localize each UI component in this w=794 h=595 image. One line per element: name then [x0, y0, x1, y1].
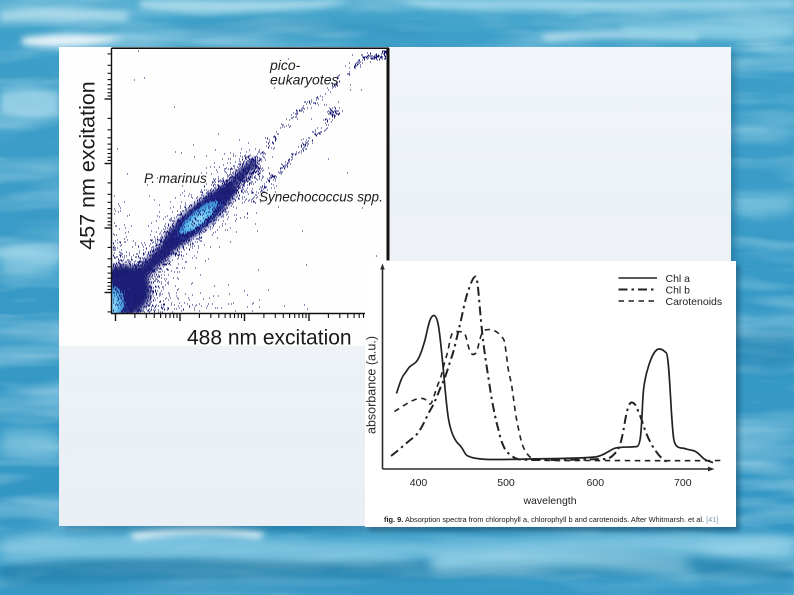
svg-text:488 nm excitation: 488 nm excitation [187, 327, 352, 348]
svg-text:600: 600 [587, 477, 605, 489]
svg-text:absorbance (a.u.): absorbance (a.u.) [365, 336, 379, 434]
svg-text:Chl a: Chl a [666, 273, 691, 285]
svg-text:eukaryotes: eukaryotes [270, 72, 338, 88]
svg-text:P. marinus: P. marinus [144, 171, 207, 186]
svg-text:wavelength: wavelength [522, 495, 576, 507]
svg-text:pico-: pico- [269, 57, 301, 73]
svg-text:400: 400 [410, 477, 428, 489]
svg-text:fig. 9. Absorption spectra fro: fig. 9. Absorption spectra from chloroph… [384, 515, 718, 524]
svg-text:457 nm excitation: 457 nm excitation [76, 81, 100, 250]
svg-text:Chl b: Chl b [666, 285, 691, 297]
svg-text:Carotenoids: Carotenoids [666, 296, 723, 308]
svg-text:Synechococcus spp.: Synechococcus spp. [259, 190, 383, 205]
svg-text:500: 500 [497, 477, 515, 489]
svg-text:700: 700 [674, 477, 692, 489]
